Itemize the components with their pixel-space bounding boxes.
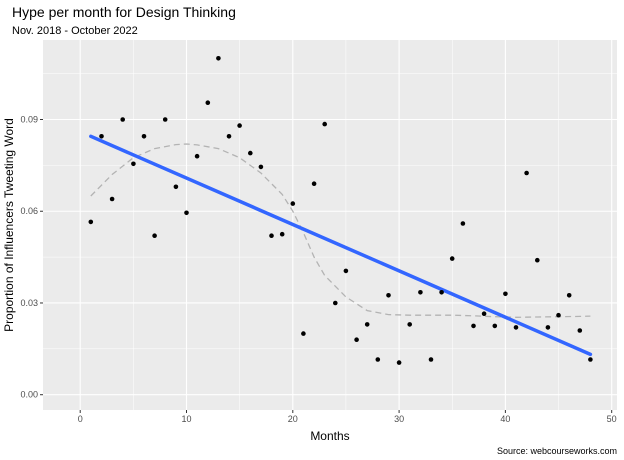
data-point	[258, 164, 264, 170]
data-point	[386, 293, 391, 298]
data-point	[99, 134, 104, 139]
x-tick-label: 50	[607, 414, 617, 424]
data-point	[152, 233, 157, 238]
x-tick-label: 30	[394, 414, 404, 424]
data-point	[471, 323, 476, 329]
chart-title: Hype per month for Design Thinking	[12, 4, 236, 20]
chart-subtitle: Nov. 2018 - October 2022	[12, 25, 138, 37]
data-point	[449, 256, 455, 261]
data-point	[545, 325, 551, 330]
linear-fit-line	[89, 134, 593, 357]
data-point	[535, 257, 540, 263]
data-point	[354, 337, 359, 343]
data-point	[279, 231, 285, 237]
data-point	[524, 170, 529, 176]
y-axis-title: Proportion of Influencers Tweeting Word	[2, 118, 16, 332]
data-point	[269, 233, 274, 238]
data-point	[503, 291, 508, 297]
data-point	[439, 290, 444, 295]
data-point	[513, 325, 519, 330]
y-tick-label: 0.03	[20, 298, 38, 308]
data-point	[343, 268, 349, 274]
data-point	[184, 210, 189, 216]
data-point	[194, 153, 200, 159]
data-point	[375, 357, 381, 362]
y-axis-ticks: 0.00 0.03 0.06 0.09	[20, 115, 43, 400]
y-tick-label: 0.06	[20, 206, 38, 216]
grid-major	[43, 40, 617, 410]
data-point	[141, 134, 147, 139]
data-point	[311, 181, 317, 186]
data-point	[396, 360, 402, 365]
y-tick-label: 0.00	[20, 390, 38, 400]
x-tick-label: 0	[78, 414, 83, 424]
data-point	[460, 221, 466, 226]
data-point	[322, 121, 328, 127]
data-point	[290, 201, 296, 206]
data-point	[301, 331, 306, 336]
plot-panel	[43, 40, 617, 410]
data-point	[333, 300, 338, 306]
x-axis-title: Months	[310, 429, 349, 443]
data-point	[556, 312, 561, 318]
data-point	[492, 323, 498, 329]
data-point	[566, 293, 572, 298]
grid-minor	[43, 40, 617, 410]
data-point	[109, 196, 115, 202]
data-points	[88, 56, 593, 365]
data-point	[577, 328, 583, 333]
data-point	[205, 100, 211, 105]
data-point	[216, 56, 221, 61]
data-point	[237, 123, 242, 128]
data-point	[162, 117, 168, 122]
data-point	[407, 322, 413, 327]
x-tick-label: 10	[181, 414, 191, 424]
data-point	[428, 357, 434, 362]
chart-caption: Source: webcourseworks.com	[497, 446, 617, 456]
data-point	[120, 117, 125, 122]
x-axis-ticks: 0 10 20 30 40 50	[78, 410, 617, 424]
y-tick-label: 0.09	[20, 115, 38, 125]
data-point	[226, 134, 232, 139]
data-point	[248, 150, 253, 156]
x-tick-label: 20	[288, 414, 298, 424]
data-point	[173, 184, 179, 190]
data-point	[588, 357, 593, 362]
x-tick-label: 40	[500, 414, 510, 424]
data-point	[364, 322, 370, 327]
data-point	[481, 311, 487, 317]
data-point	[418, 290, 423, 295]
data-point	[88, 219, 94, 225]
data-point	[131, 161, 136, 167]
